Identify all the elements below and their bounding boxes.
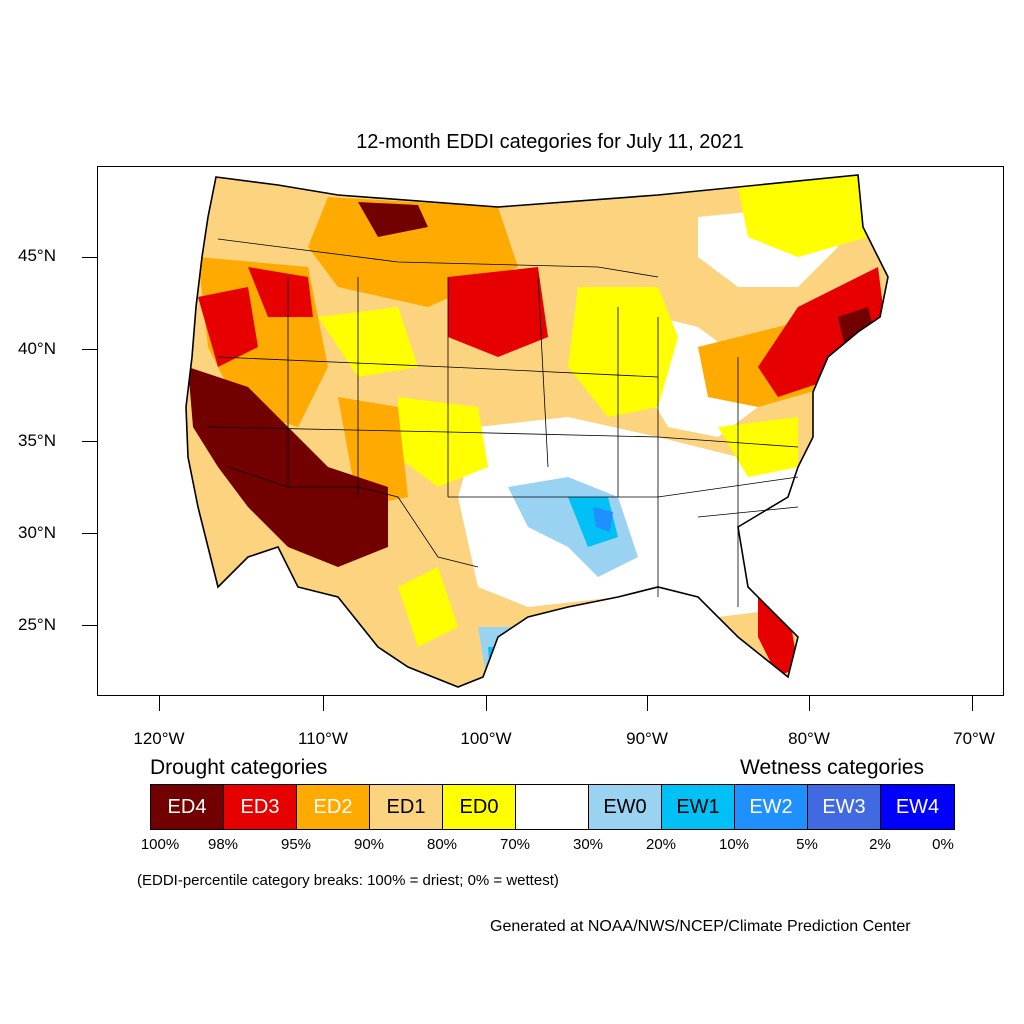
lat-tick [82, 533, 97, 534]
lon-tick [972, 696, 973, 711]
legend-category-ed4: ED4 [151, 785, 224, 829]
category-note: (EDDI-percentile category breaks: 100% =… [137, 872, 559, 889]
legend-category-ew0: EW0 [589, 785, 662, 829]
map-title: 12-month EDDI categories for July 11, 20… [356, 131, 744, 153]
lat-label-25n: 25°N [18, 615, 56, 634]
percentile-break-label: 10% [718, 836, 750, 853]
map-canvas [185, 174, 889, 688]
ew0-region-south-texas [478, 627, 518, 687]
percentile-break-label: 0% [932, 836, 954, 853]
state-boundaries [207, 238, 799, 607]
percentile-break-label: 2% [869, 836, 891, 853]
percentile-break-label: 5% [796, 836, 818, 853]
lat-tick [82, 625, 97, 626]
ed0-region-northeast-canada [738, 175, 868, 257]
lon-label-90w: 90°W [626, 729, 668, 748]
ew1-region-south-texas [488, 647, 503, 677]
lon-tick [809, 696, 810, 711]
legend-category-ed0: ED0 [443, 785, 516, 829]
ed0-region-mexico [398, 567, 458, 647]
lon-tick [486, 696, 487, 711]
wetness-categories-heading: Wetness categories [740, 756, 925, 779]
lat-tick [82, 441, 97, 442]
percentile-break-label: 20% [645, 836, 677, 853]
legend-category-normal [516, 785, 589, 829]
lat-label-35n: 35°N [18, 431, 56, 450]
percentile-break-label: 30% [572, 836, 604, 853]
ed3-region-idaho [248, 267, 313, 317]
ed0-region-southern-plains [398, 397, 488, 487]
ed3-region-oregon [198, 287, 258, 367]
lon-tick [323, 696, 324, 711]
legend-category-ed2: ED2 [297, 785, 370, 829]
legend-category-ew2: EW2 [735, 785, 808, 829]
percentile-break-label: 95% [280, 836, 312, 853]
lon-label-70w: 70°W [953, 729, 995, 748]
lon-label-120w: 120°W [133, 729, 185, 748]
legend-category-ed3: ED3 [224, 785, 297, 829]
lon-label-110w: 110°W [298, 729, 348, 748]
legend-category-ew4: EW4 [881, 785, 954, 829]
coastline [185, 174, 889, 688]
ed3-region-florida [758, 597, 798, 677]
percentile-break-label: 98% [207, 836, 239, 853]
ed0-region-midwest [568, 287, 678, 417]
lat-label-30n: 30°N [18, 523, 56, 542]
ed4-region-montana-border [358, 202, 428, 237]
normal-region-south [458, 417, 798, 617]
ew1-region-arkansas [568, 497, 618, 547]
eddi-map [97, 166, 1004, 696]
legend-category-ew3: EW3 [808, 785, 881, 829]
lat-label-45n: 45°N [18, 246, 56, 265]
credit-line: Generated at NOAA/NWS/NCEP/Climate Predi… [490, 918, 911, 935]
percentile-break-label: 70% [499, 836, 531, 853]
legend-category-ed1: ED1 [370, 785, 443, 829]
lon-tick [647, 696, 648, 711]
ed0-region-rockies [318, 307, 418, 377]
lon-tick [159, 696, 160, 711]
ed3-region-dakotas [448, 267, 548, 357]
category-colorbar: ED4 ED3 ED2 ED1 ED0 EW0 EW1 EW2 EW3 EW4 [150, 784, 955, 830]
lat-tick [82, 349, 97, 350]
drought-categories-heading: Drought categories [150, 756, 328, 779]
lon-label-100w: 100°W [460, 729, 512, 748]
percentile-break-label: 90% [353, 836, 385, 853]
lat-label-40n: 40°N [18, 339, 56, 358]
legend-category-ew1: EW1 [662, 785, 735, 829]
percentile-break-label: 100% [140, 836, 180, 853]
lon-label-80w: 80°W [788, 729, 830, 748]
ew2-region-arkansas [593, 507, 613, 532]
percentile-break-label: 80% [426, 836, 458, 853]
lat-tick [82, 257, 97, 258]
